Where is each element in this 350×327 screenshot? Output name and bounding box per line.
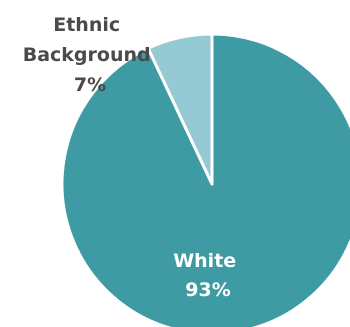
pie-slice-white [60,32,350,327]
slice-percent-ethnic: 7% [74,74,106,96]
pie-slice-ethnic-background [146,32,214,186]
slice-name-ethnic-line1: Ethnic [53,14,120,36]
pie-slices [60,32,350,327]
slice-label-white: White 93% [173,250,243,301]
slice-name-white: White [173,250,236,272]
slice-name-ethnic-line2: Background [23,44,151,66]
slice-percent-white: 93% [185,279,230,301]
slice-label-ethnic: Ethnic Background 7% [23,14,158,96]
